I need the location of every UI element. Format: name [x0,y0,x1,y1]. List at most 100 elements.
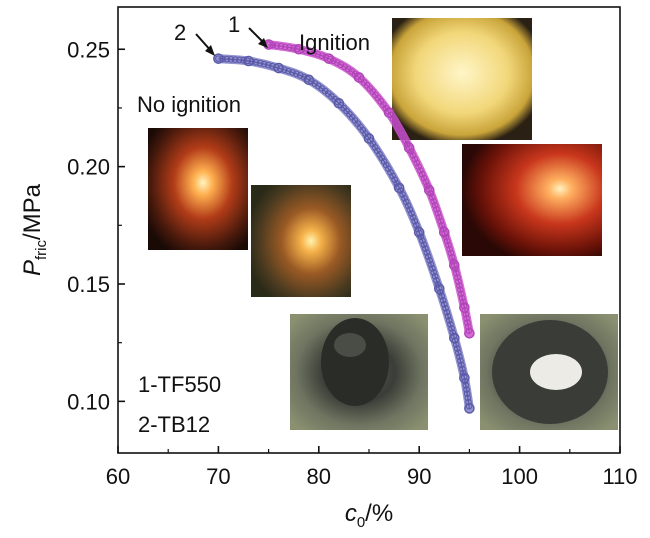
series-1-marker [394,122,401,129]
x-tick-label-3: 90 [407,464,431,489]
series-2-marker [293,70,300,78]
series-1-marker [281,43,289,51]
series-2-marker [387,169,394,176]
series-1-marker [434,209,442,217]
series-2-marker [445,317,453,324]
series-2-marker [296,72,304,79]
series-2-marker [378,154,386,162]
series-2-marker [304,75,312,83]
series-1-marker [420,174,428,182]
series-1-marker [417,167,424,174]
series-1-marker [448,253,456,261]
series-1-marker [418,170,426,178]
series-2-marker [426,257,433,264]
series-2-marker [439,296,447,304]
series-1-marker [290,44,297,52]
series-2-marker [431,273,439,280]
series-2-marker [385,165,392,172]
series-1-marker [306,48,314,56]
series-layer [213,39,475,414]
y-tick-label-2: 0.20 [67,155,110,180]
series-2-marker [416,229,423,237]
series-2-marker [442,304,449,312]
series-1-marker [447,249,455,257]
series-2-marker [269,62,276,70]
series-1-marker [457,286,464,294]
series-1-marker [425,186,433,193]
series-2-marker [414,225,422,233]
series-2-marker [380,158,388,165]
series-2-marker [412,221,420,229]
series-1-marker [413,159,421,167]
series-2-marker [435,284,443,292]
series-2-marker [382,161,390,169]
y-axis-title: Pfric/MPa [19,183,50,276]
series-2-marker [433,277,440,284]
series-2-point-7 [413,227,425,238]
series-1-marker [464,319,471,326]
ignition-label: Ignition [299,30,370,55]
series-1-marker [446,245,454,253]
series-2-marker [240,57,247,64]
series-1-point-9 [459,302,470,313]
series-1-marker [294,45,301,53]
x-tick-label-2: 80 [307,464,331,489]
series-2-marker [465,398,472,406]
series-1-marker [435,213,443,221]
series-2-marker [438,292,446,300]
x-tick-label-0: 60 [106,464,130,489]
series-2-marker [458,361,465,369]
series-2-marker [444,313,452,320]
burnt-sample-photo-2 [480,314,618,430]
series-2-marker [231,56,239,63]
series-1-marker [422,178,430,186]
series-1-marker [400,133,407,140]
series-2-marker [448,325,455,332]
y-tick-label-1: 0.15 [67,272,110,297]
series-2-point-2 [273,62,284,74]
series-1-marker [451,261,458,269]
series-2-marker [281,66,288,74]
series-2-point-10 [459,372,470,384]
series-1-marker [409,152,417,159]
series-1-marker [441,229,448,237]
series-1-marker [326,55,333,63]
series-2-marker [430,269,438,276]
series-1-marker [456,282,463,289]
series-1-marker [427,190,434,197]
series-2-marker [264,61,272,69]
series-2-marker [401,194,408,202]
series-2-marker [408,210,415,217]
series-1-marker [273,42,281,49]
series-2-marker [460,373,468,381]
series-2-marker [447,321,454,328]
series-2-point-0 [213,53,224,64]
no-ignition-label: No ignition [137,92,241,117]
series-2-marker [215,55,222,62]
series-2-point-5 [363,133,375,144]
series-2-marker [223,55,231,63]
x-tick-label-1: 70 [206,464,230,489]
series-1-marker [458,290,465,298]
series-2-marker [441,300,448,308]
series-1-point-6 [423,184,435,196]
series-2-point-9 [449,332,460,344]
series-2-marker [409,214,417,221]
series-1 [263,39,475,339]
series-2-point-1 [243,55,254,67]
burnt-sample-photo-1 [290,314,428,430]
series-2-marker [256,59,264,67]
ignition-red-photo [462,144,602,256]
arrow-2-label: 2 [174,20,186,45]
series-2-point-3 [303,74,315,86]
series-1-marker [459,298,467,306]
series-1-point-2 [323,53,335,64]
series-2-marker [419,237,426,245]
series-1-marker [337,61,345,68]
series-2-marker [437,288,444,296]
series-2-marker [395,183,403,191]
no-ignition-photo-1 [148,128,248,250]
series-1-marker [310,49,318,57]
series-1-line [268,43,470,334]
ignition-bright-photo [392,18,532,140]
